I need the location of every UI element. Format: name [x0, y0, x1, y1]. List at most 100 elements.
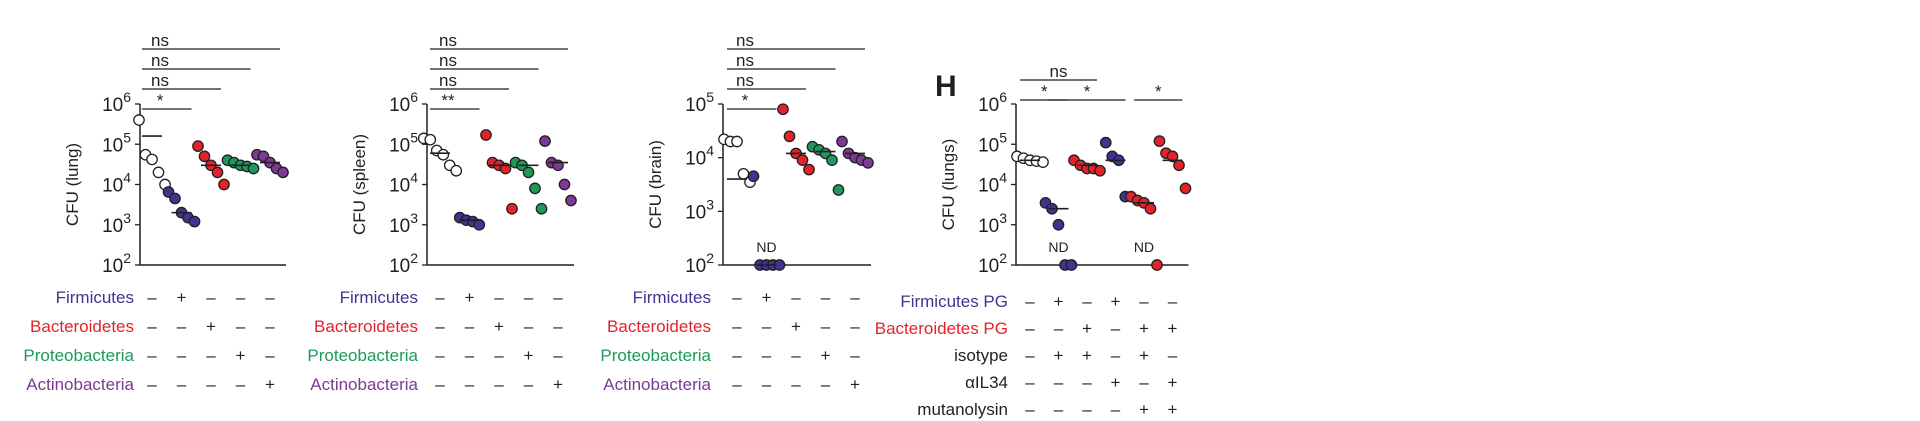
- condition-mark: –: [494, 288, 504, 307]
- condition-mark: –: [206, 288, 216, 307]
- condition-mark: –: [147, 288, 157, 307]
- data-point: [522, 166, 535, 179]
- condition-mark: –: [236, 375, 246, 394]
- condition-row-label: Proteobacteria: [600, 346, 711, 365]
- condition-mark: –: [465, 375, 475, 394]
- condition-row-label: αIL34: [965, 373, 1008, 392]
- condition-row-label: Bacteroidetes PG: [875, 319, 1008, 338]
- condition-mark: –: [494, 346, 504, 365]
- condition-mark: –: [177, 346, 187, 365]
- data-point: [1151, 259, 1163, 271]
- data-point: [539, 135, 551, 147]
- significance-label: ns: [736, 71, 754, 90]
- condition-mark: +: [1054, 292, 1064, 311]
- condition-mark: +: [1054, 346, 1064, 365]
- condition-mark: +: [762, 288, 772, 307]
- condition-mark: –: [524, 288, 534, 307]
- condition-mark: –: [1025, 346, 1035, 365]
- significance-label: **: [441, 91, 455, 110]
- condition-mark: +: [1168, 400, 1178, 419]
- condition-mark: +: [1139, 319, 1149, 338]
- data-point: [450, 164, 463, 177]
- condition-mark: –: [435, 317, 445, 336]
- data-point: [152, 166, 165, 179]
- y-tick-label: 102: [389, 250, 418, 277]
- condition-mark: +: [791, 317, 801, 336]
- significance-label: ns: [736, 51, 754, 70]
- condition-row-label: Actinobacteria: [603, 375, 711, 394]
- data-point: [1037, 156, 1049, 168]
- y-tick-label: 105: [685, 89, 714, 116]
- condition-mark: –: [1111, 400, 1121, 419]
- significance-label: *: [742, 91, 749, 110]
- condition-mark: +: [850, 375, 860, 394]
- data-point: [424, 133, 437, 146]
- condition-mark: –: [494, 375, 504, 394]
- y-tick-label: 105: [389, 129, 418, 156]
- condition-mark: –: [1025, 400, 1035, 419]
- significance-label: ns: [439, 51, 457, 70]
- data-point: [552, 159, 564, 172]
- condition-row-label: Bacteroidetes: [30, 317, 134, 336]
- condition-mark: –: [1054, 400, 1064, 419]
- condition-mark: –: [265, 288, 275, 307]
- condition-mark: –: [732, 375, 742, 394]
- y-tick-label: 102: [978, 250, 1007, 277]
- data-point: [192, 140, 204, 152]
- condition-mark: –: [265, 317, 275, 336]
- condition-row-label: Proteobacteria: [307, 346, 418, 365]
- condition-mark: +: [494, 317, 504, 336]
- condition-mark: –: [265, 346, 275, 365]
- y-tick-label: 103: [389, 210, 418, 237]
- data-point: [277, 166, 289, 179]
- data-point: [826, 154, 838, 166]
- data-point: [247, 162, 260, 175]
- data-point: [535, 202, 548, 215]
- condition-mark: +: [1168, 319, 1178, 338]
- y-tick-label: 106: [389, 89, 418, 116]
- condition-mark: –: [762, 375, 772, 394]
- data-point: [506, 202, 518, 215]
- data-point: [1052, 218, 1065, 231]
- data-point: [1094, 164, 1106, 177]
- data-point: [862, 157, 874, 169]
- y-tick-label: 103: [978, 210, 1007, 237]
- data-point: [188, 215, 201, 228]
- data-point: [836, 135, 848, 148]
- condition-mark: –: [524, 317, 534, 336]
- condition-mark: –: [465, 346, 475, 365]
- condition-mark: –: [177, 375, 187, 394]
- y-tick-label: 105: [978, 129, 1007, 156]
- condition-mark: +: [821, 346, 831, 365]
- data-point: [146, 153, 158, 166]
- y-tick-label: 104: [389, 170, 418, 197]
- condition-mark: –: [732, 288, 742, 307]
- condition-mark: –: [435, 375, 445, 394]
- condition-mark: –: [147, 346, 157, 365]
- data-point: [558, 178, 571, 191]
- condition-mark: +: [1111, 292, 1121, 311]
- condition-mark: –: [791, 346, 801, 365]
- condition-mark: +: [177, 288, 187, 307]
- y-tick-label: 106: [978, 89, 1007, 116]
- significance-label: *: [1084, 82, 1091, 101]
- data-point: [1144, 202, 1157, 215]
- data-point: [1065, 259, 1078, 271]
- y-tick-label: 104: [102, 170, 131, 197]
- condition-mark: –: [1168, 292, 1178, 311]
- panel-letter: H: [935, 70, 957, 103]
- condition-mark: –: [1025, 373, 1035, 392]
- data-point: [1173, 159, 1185, 172]
- significance-label: ns: [151, 51, 169, 70]
- condition-mark: –: [553, 346, 563, 365]
- condition-mark: –: [1025, 319, 1035, 338]
- condition-row-label: Firmicutes: [633, 288, 711, 307]
- y-tick-label: 104: [978, 170, 1007, 197]
- data-point: [832, 184, 845, 196]
- condition-mark: –: [177, 317, 187, 336]
- condition-mark: –: [236, 317, 246, 336]
- data-point: [133, 114, 145, 126]
